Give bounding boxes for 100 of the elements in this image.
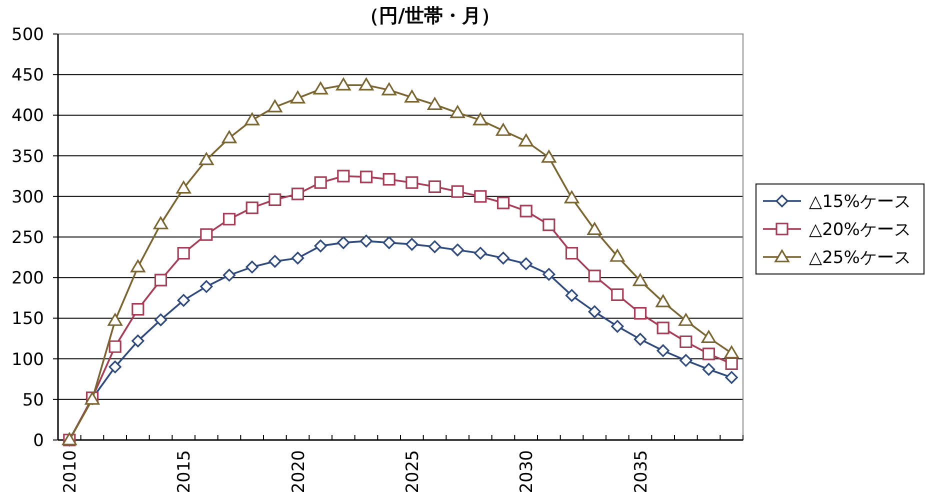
point: [701, 330, 716, 343]
y-tick-label: 300: [12, 187, 44, 208]
point: [656, 322, 670, 334]
point: [268, 255, 282, 268]
point: [358, 78, 374, 90]
y-tick-label: 450: [12, 66, 44, 86]
point: [518, 134, 534, 146]
point: [222, 212, 236, 226]
point: [634, 333, 647, 346]
point: [406, 176, 418, 189]
point: [542, 268, 556, 281]
point: [427, 97, 442, 110]
point: [337, 236, 350, 249]
point: [153, 216, 168, 230]
point: [565, 246, 578, 260]
point: [313, 82, 328, 95]
point: [130, 260, 146, 272]
point: [108, 313, 122, 326]
y-tick-label: 500: [12, 25, 44, 45]
point: [634, 307, 647, 320]
x-tick-label: 2025: [402, 450, 423, 494]
point: [246, 260, 258, 274]
point: [404, 90, 420, 103]
y-tick-label: 150: [12, 309, 44, 330]
point: [244, 112, 260, 126]
point: [314, 176, 327, 189]
point: [382, 82, 396, 96]
point: [564, 190, 580, 204]
y-tick-label: 200: [12, 268, 44, 289]
x-tick-label: 2035: [631, 450, 652, 494]
point: [474, 246, 487, 260]
x-tick-label: 2030: [517, 450, 538, 494]
point: [132, 334, 144, 348]
point: [632, 274, 648, 286]
chart-title: （円/世帯・月）: [360, 5, 500, 27]
point: [337, 170, 350, 182]
point: [176, 180, 191, 194]
point: [336, 78, 351, 90]
x-tick-label: 2010: [60, 450, 80, 494]
point: [520, 257, 532, 270]
point: [725, 357, 738, 370]
point: [725, 371, 738, 384]
point: [473, 112, 488, 126]
point: [680, 354, 692, 367]
legend-label: △25%ケース: [809, 248, 911, 268]
point: [587, 222, 602, 235]
point: [268, 193, 282, 206]
point: [496, 252, 510, 264]
point: [222, 268, 236, 282]
point: [154, 274, 168, 286]
point: [290, 90, 306, 104]
point: [268, 100, 282, 112]
x-tick-label: 2020: [288, 450, 309, 494]
point: [451, 244, 464, 256]
point: [200, 280, 213, 293]
y-tick-label: 0: [33, 431, 44, 451]
point: [360, 170, 373, 184]
point: [656, 294, 670, 308]
point: [678, 313, 694, 326]
point: [177, 246, 190, 260]
point: [588, 305, 601, 318]
point: [360, 234, 373, 248]
point: [496, 123, 511, 136]
point: [542, 218, 556, 232]
point: [451, 185, 464, 198]
point: [428, 180, 442, 193]
y-tick-label: 100: [12, 350, 44, 370]
point: [406, 238, 418, 251]
point: [656, 344, 670, 357]
point: [246, 201, 258, 214]
point: [450, 105, 465, 118]
point: [610, 249, 625, 262]
point: [132, 302, 144, 316]
point: [702, 348, 716, 360]
point: [520, 204, 532, 218]
point: [314, 240, 327, 252]
point: [177, 294, 190, 307]
point: [680, 335, 692, 348]
legend-label: △20%ケース: [809, 220, 911, 240]
legend-label: △15%ケース: [809, 192, 911, 212]
y-tick-label: 400: [12, 106, 44, 126]
point: [542, 150, 556, 163]
point: [496, 196, 510, 210]
point: [382, 173, 396, 186]
point: [474, 190, 487, 203]
point: [291, 252, 304, 264]
point: [611, 320, 624, 333]
point: [702, 363, 716, 376]
point: [588, 270, 601, 282]
point: [108, 360, 122, 374]
point: [200, 228, 213, 241]
point: [291, 188, 304, 200]
point: [222, 130, 237, 144]
point: [565, 289, 578, 302]
y-tick-label: 50: [22, 390, 44, 410]
x-tick-label: 2015: [174, 450, 195, 494]
point: [724, 346, 739, 358]
y-tick-label: 350: [12, 146, 44, 167]
y-tick-label: 250: [12, 228, 44, 248]
point: [428, 240, 442, 254]
